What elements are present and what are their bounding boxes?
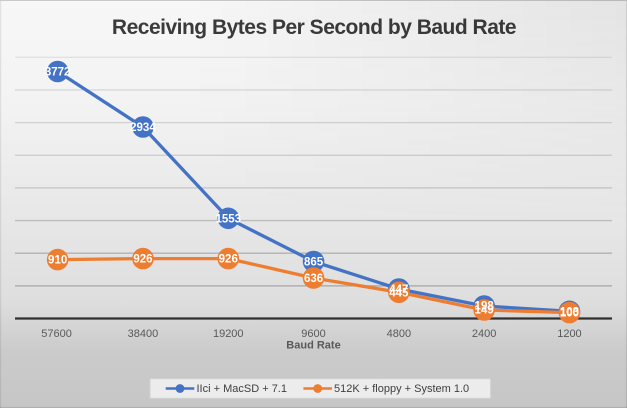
svg-text:910: 910: [48, 255, 67, 267]
svg-text:445: 445: [389, 288, 409, 300]
svg-text:1553: 1553: [215, 213, 241, 225]
svg-text:IIci + MacSD + 7.1: IIci + MacSD + 7.1: [197, 383, 287, 395]
svg-text:38400: 38400: [128, 328, 159, 340]
svg-text:Receiving Bytes Per Second by: Receiving Bytes Per Second by Baud Rate: [112, 16, 516, 39]
svg-text:Baud Rate: Baud Rate: [286, 340, 340, 352]
svg-text:447: 447: [389, 284, 408, 296]
svg-text:4800: 4800: [387, 328, 411, 340]
svg-text:3772: 3772: [45, 67, 71, 79]
svg-text:636: 636: [304, 273, 323, 285]
svg-text:926: 926: [133, 254, 152, 266]
svg-text:100: 100: [560, 308, 579, 320]
svg-text:1200: 1200: [557, 328, 581, 340]
svg-text:865: 865: [304, 257, 324, 269]
svg-text:57600: 57600: [41, 328, 72, 340]
svg-text:926: 926: [219, 254, 238, 266]
svg-text:19200: 19200: [213, 328, 244, 340]
svg-text:198: 198: [475, 301, 495, 313]
svg-text:9600: 9600: [301, 328, 325, 340]
svg-text:149: 149: [475, 305, 494, 317]
svg-text:2400: 2400: [472, 328, 496, 340]
svg-text:103: 103: [560, 306, 579, 318]
svg-text:512K + floppy + System 1.0: 512K + floppy + System 1.0: [334, 383, 469, 395]
svg-text:2934: 2934: [130, 122, 156, 134]
